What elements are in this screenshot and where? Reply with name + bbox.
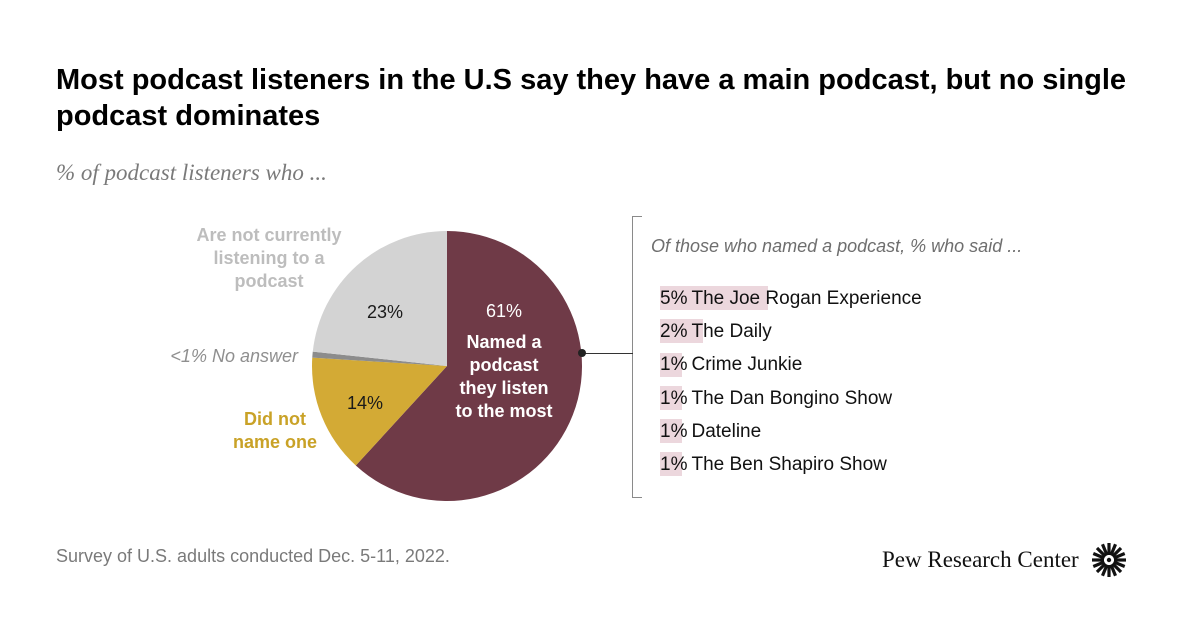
podcast-bar	[660, 452, 682, 477]
pie-slice-2	[312, 351, 447, 366]
podcast-name: The Joe Rogan Experience	[691, 287, 922, 309]
podcast-row: 5% The Joe Rogan Experience	[660, 282, 922, 315]
podcast-list-heading: Of those who named a podcast, % who said…	[651, 236, 1023, 256]
label-did-not-name: Did not name one	[232, 409, 318, 452]
pie-slice-0	[355, 231, 583, 501]
podcast-list: 5% The Joe Rogan Experience 2% The Daily 1% C…	[660, 282, 922, 482]
podcast-row: 1% Dateline	[660, 415, 922, 448]
pie-slice-3	[312, 231, 447, 366]
bracket-bottom	[632, 497, 642, 498]
connector-line	[582, 353, 633, 354]
podcast-row: 1% The Dan Bongino Show	[660, 382, 922, 415]
bracket-top	[632, 216, 642, 217]
pie-slice-1	[312, 357, 447, 466]
value-label-not-listening: 23%	[367, 302, 403, 322]
bracket-line	[632, 216, 633, 498]
podcast-bar	[660, 419, 682, 444]
podcast-name: The Ben Shapiro Show	[691, 454, 887, 476]
podcast-value: 1%	[660, 387, 688, 409]
podcast-name: Dateline	[691, 420, 762, 442]
podcast-bar	[660, 385, 682, 410]
podcast-name: The Daily	[691, 320, 772, 342]
podcast-value: 2%	[660, 320, 688, 342]
label-not-listening: Are not currently listening to a podcast	[196, 225, 342, 291]
connector-dot	[578, 349, 586, 357]
chart-title: Most podcast listeners in the U.S say th…	[56, 64, 1127, 132]
slice-label-named: Named a podcast they listen to the most	[456, 332, 553, 421]
podcast-bar	[660, 286, 768, 310]
source-note: Survey of U.S. adults conducted Dec. 5-1…	[56, 546, 450, 566]
podcast-bar	[660, 319, 703, 344]
podcast-row: 2% The Daily	[660, 315, 922, 348]
pew-logo: Pew Research Center	[882, 540, 1129, 580]
podcast-value: 1%	[660, 420, 688, 442]
pew-sunburst-icon	[1091, 543, 1126, 577]
podcast-value: 1%	[660, 454, 688, 476]
chart-subtitle: % of podcast listeners who ...	[56, 160, 327, 185]
podcast-row: 1% Crime Junkie	[660, 349, 922, 382]
value-label-did-not: 14%	[347, 393, 383, 413]
podcast-bar	[660, 352, 682, 377]
podcast-value: 5%	[660, 287, 688, 309]
podcast-value: 1%	[660, 354, 688, 376]
value-label-named: 61%	[486, 301, 522, 321]
podcast-name: The Dan Bongino Show	[691, 387, 893, 409]
logo-text: Pew Research Center	[882, 547, 1079, 572]
label-no-answer: <1% No answer	[170, 346, 298, 366]
podcast-row: 1% The Ben Shapiro Show	[660, 448, 922, 481]
podcast-name: Crime Junkie	[691, 354, 803, 376]
